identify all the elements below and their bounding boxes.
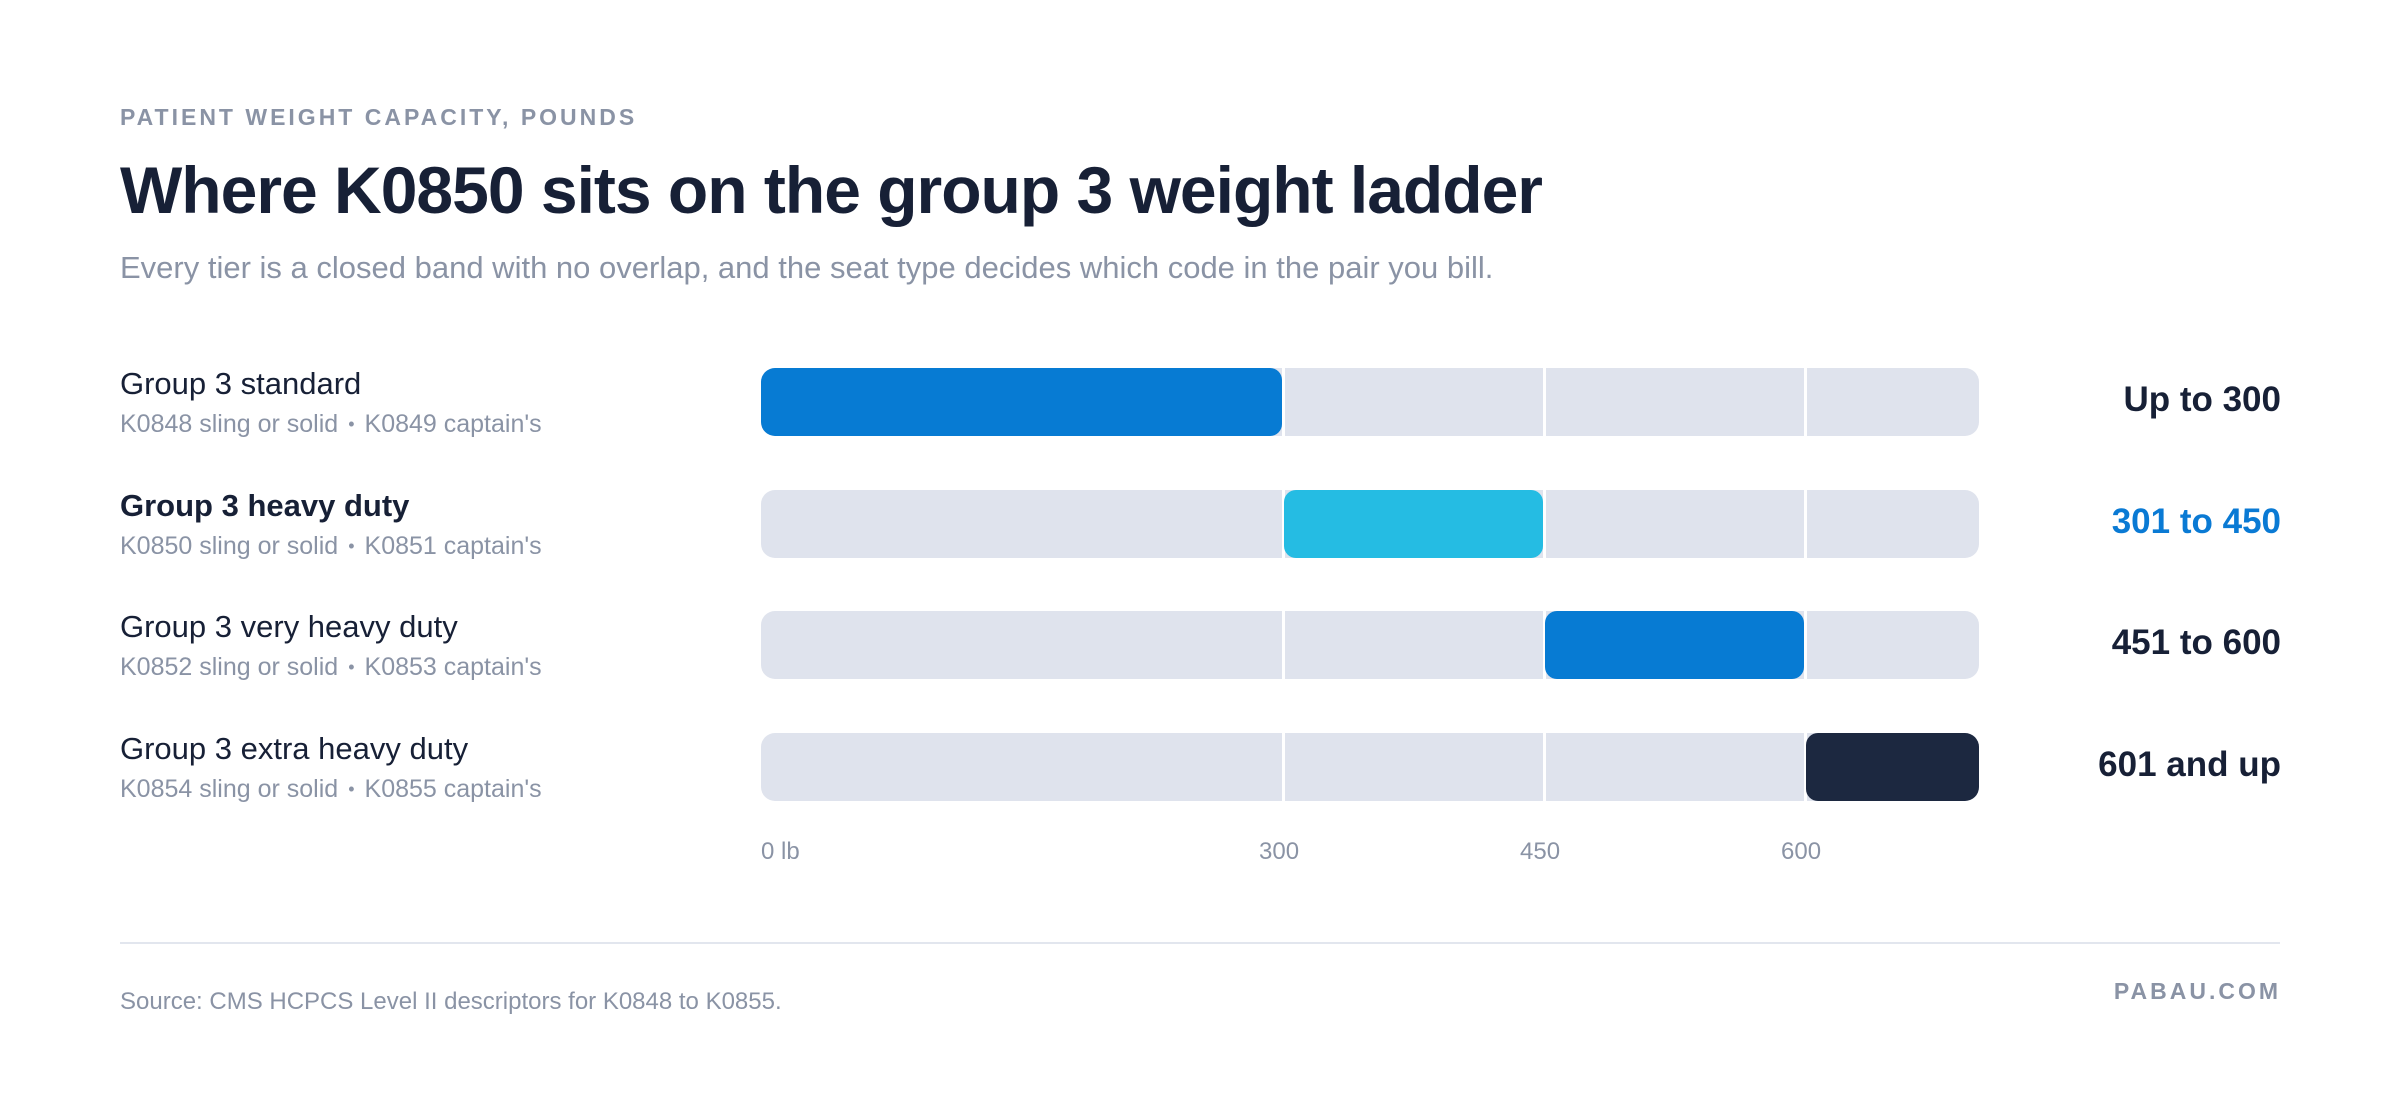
- gridline: [1282, 368, 1285, 436]
- tier-row: Group 3 standard K0848 sling or solid • K08…: [0, 366, 2400, 488]
- chart-subtitle: Every tier is a closed band with no over…: [120, 250, 1494, 285]
- range-bar: [1806, 732, 1979, 801]
- gridline: [1804, 732, 1807, 801]
- tier-name: Group 3 very heavy duty: [120, 609, 458, 644]
- bar-track: [761, 611, 1979, 679]
- range-bar: [761, 368, 1282, 436]
- gridline: [1543, 611, 1546, 679]
- range-value-label: 301 to 450: [2111, 501, 2281, 541]
- bar-track: [761, 732, 1979, 801]
- gridline: [1804, 611, 1807, 679]
- code-b-label: K0851 captain's: [364, 531, 542, 560]
- gridline: [1282, 489, 1285, 558]
- gridline: [1282, 611, 1285, 679]
- separator-dot: •: [348, 535, 355, 556]
- x-tick-label: 450: [1520, 838, 1561, 865]
- code-b-label: K0849 captain's: [364, 410, 542, 438]
- bar-track: [761, 368, 1979, 436]
- code-a-label: K0852 sling or solid: [120, 653, 339, 681]
- tier-name: Group 3 heavy duty: [120, 487, 410, 523]
- gridline: [1543, 368, 1546, 436]
- bar-track: [761, 489, 1979, 558]
- gridline: [1804, 489, 1807, 558]
- range-value-label: 601 and up: [2098, 744, 2281, 784]
- tier-row: Group 3 heavy duty K0850 sling or solid • K…: [0, 487, 2400, 610]
- gridline: [1543, 489, 1546, 558]
- tier-codes: K0852 sling or solid • K0853 captain's: [120, 653, 542, 682]
- tier-codes: K0848 sling or solid • K0849 captain's: [120, 410, 542, 439]
- code-b-label: K0853 captain's: [364, 653, 542, 681]
- range-bar: [1545, 611, 1804, 679]
- separator-dot: •: [348, 414, 355, 434]
- tier-codes: K0854 sling or solid • K0855 captain's: [120, 775, 542, 804]
- range-bar: [1284, 489, 1543, 558]
- footer-divider: [120, 942, 2280, 944]
- code-a-label: K0848 sling or solid: [120, 410, 339, 438]
- range-value-label: Up to 300: [2123, 380, 2281, 419]
- range-value-label: 451 to 600: [2111, 623, 2281, 662]
- brand-label: PABAU.COM: [2113, 978, 2281, 1004]
- separator-dot: •: [348, 778, 355, 799]
- code-b-label: K0855 captain's: [364, 774, 542, 803]
- tier-row: Group 3 very heavy duty K0852 sling or so…: [0, 609, 2400, 731]
- chart-eyebrow: PATIENT WEIGHT CAPACITY, POUNDS: [120, 104, 638, 130]
- code-a-label: K0850 sling or solid: [120, 531, 339, 560]
- source-note: Source: CMS HCPCS Level II descriptors f…: [120, 988, 782, 1015]
- tier-codes: K0850 sling or solid • K0851 captain's: [120, 532, 542, 561]
- x-tick-label: 300: [1259, 838, 1300, 865]
- tier-name: Group 3 extra heavy duty: [120, 730, 469, 766]
- x-tick-label: 0 lb: [761, 838, 800, 865]
- gridline: [1282, 732, 1285, 801]
- x-tick-label: 600: [1781, 838, 1822, 865]
- chart-title: Where K0850 sits on the group 3 weight l…: [120, 153, 1543, 227]
- tier-row: Group 3 extra heavy duty K0854 sling or s…: [0, 730, 2400, 853]
- tier-name: Group 3 standard: [120, 366, 362, 401]
- gridline: [1543, 732, 1546, 801]
- code-a-label: K0854 sling or solid: [120, 774, 339, 803]
- gridline: [1804, 368, 1807, 436]
- separator-dot: •: [348, 657, 355, 677]
